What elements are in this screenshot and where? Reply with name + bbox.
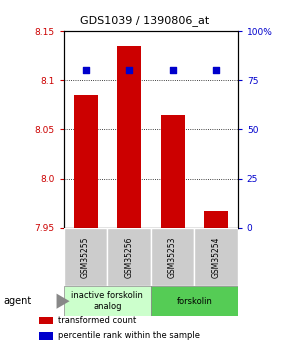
- Bar: [151, 228, 194, 286]
- Bar: [161, 115, 184, 228]
- Bar: [39, 317, 52, 324]
- Polygon shape: [57, 294, 70, 309]
- Point: [214, 68, 218, 73]
- Text: transformed count: transformed count: [58, 316, 136, 325]
- Text: forskolin: forskolin: [176, 296, 212, 306]
- Text: GSM35255: GSM35255: [81, 236, 90, 278]
- Text: GSM35253: GSM35253: [168, 236, 177, 278]
- Point: [83, 68, 88, 73]
- Text: GDS1039 / 1390806_at: GDS1039 / 1390806_at: [80, 16, 210, 27]
- Text: inactive forskolin
analog: inactive forskolin analog: [71, 291, 143, 311]
- Bar: [64, 228, 107, 286]
- Text: agent: agent: [3, 296, 31, 306]
- Bar: [64, 286, 151, 316]
- Bar: [194, 228, 238, 286]
- Bar: [39, 332, 52, 340]
- Text: GSM35256: GSM35256: [124, 236, 134, 278]
- Point: [127, 68, 131, 73]
- Bar: [107, 228, 151, 286]
- Bar: [204, 211, 228, 228]
- Text: percentile rank within the sample: percentile rank within the sample: [58, 332, 200, 341]
- Text: GSM35254: GSM35254: [211, 236, 221, 278]
- Bar: [151, 286, 238, 316]
- Bar: [74, 95, 97, 228]
- Bar: [117, 46, 141, 228]
- Point: [170, 68, 175, 73]
